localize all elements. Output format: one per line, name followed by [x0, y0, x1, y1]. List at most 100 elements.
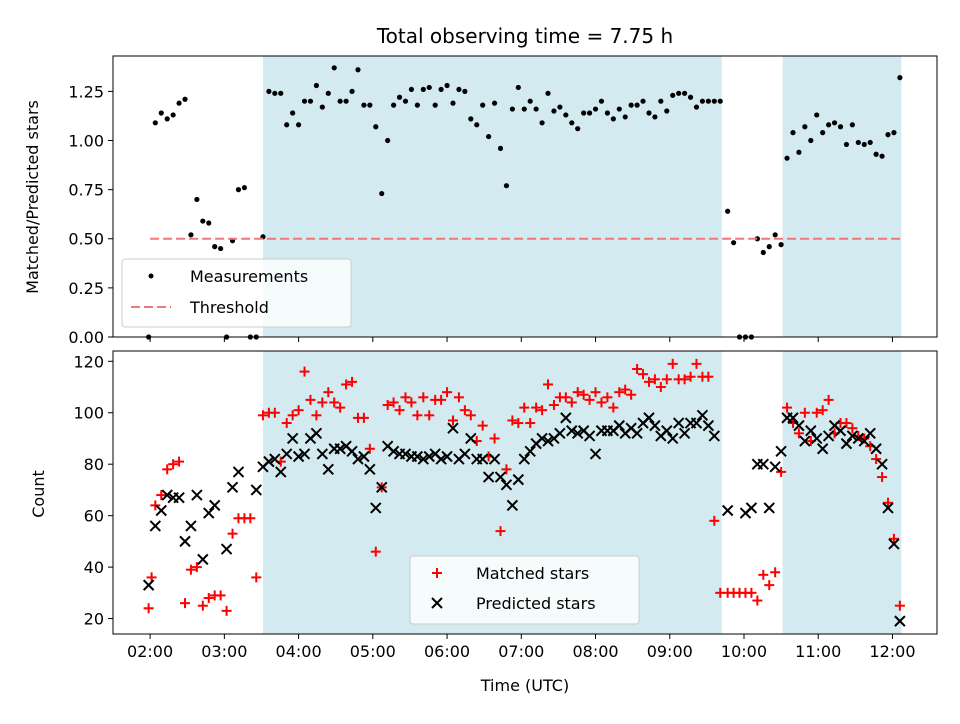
measurement-point	[355, 67, 361, 73]
predicted-star-point	[631, 427, 643, 440]
measurement-point	[754, 236, 760, 242]
predicted-star-point	[667, 432, 679, 445]
predicted-star-point	[441, 450, 453, 463]
matched-star-point	[329, 397, 340, 408]
predicted-star-point	[524, 445, 536, 458]
matched-star-point	[400, 392, 411, 403]
bot-x-tick-label: 04:00	[276, 642, 322, 661]
measurement-point	[658, 98, 664, 104]
bottom-legend: Matched stars Predicted stars	[409, 555, 640, 625]
matched-star-point	[638, 369, 649, 380]
matched-star-point	[489, 433, 500, 444]
matched-star-point	[847, 423, 858, 434]
predicted-star-point	[364, 463, 376, 476]
predicted-star-point	[613, 419, 625, 432]
matched-star-point	[685, 371, 696, 382]
measurement-point	[444, 82, 450, 89]
matched-star-point	[758, 569, 769, 580]
bot-y-tick-label: 40	[84, 558, 104, 577]
measurement-point	[176, 100, 182, 106]
matched-star-point	[643, 376, 654, 387]
predicted-star-point	[494, 471, 507, 483]
predicted-star-point	[702, 419, 715, 432]
matched-star-point	[156, 490, 167, 501]
matched-star-point	[323, 387, 334, 398]
bottom-axes-frame	[112, 350, 938, 635]
predicted-star-point	[459, 448, 471, 460]
measurement-point	[164, 116, 170, 122]
measurement-point	[295, 122, 302, 128]
predicted-star-point	[399, 448, 412, 460]
measurement-point	[634, 102, 640, 108]
measurement-point	[343, 98, 349, 104]
measurement-point	[497, 145, 504, 151]
predicted-star-point	[179, 535, 191, 548]
measurement-point	[640, 98, 646, 104]
measurement-point	[313, 82, 320, 89]
predicted-star-point	[846, 430, 859, 442]
predicted-star-point	[571, 427, 584, 440]
matched-star-point	[245, 513, 256, 524]
measurement-point	[766, 244, 772, 250]
matched-star-point	[817, 405, 828, 416]
matched-star-point	[537, 405, 548, 416]
measurement-point	[158, 110, 164, 116]
matched-star-point	[227, 528, 238, 539]
bot-x-tick-label: 06:00	[424, 642, 470, 661]
matched-star-point	[584, 394, 595, 405]
matched-star-point	[146, 572, 157, 583]
measurement-point	[307, 98, 314, 104]
predicted-star-point	[482, 471, 495, 483]
legend-measurements-label: Measurements	[190, 267, 308, 286]
predicted-star-point	[387, 445, 400, 458]
measurement-point	[391, 102, 397, 108]
legend-predicted-marker	[431, 597, 443, 609]
predicted-star-point	[506, 499, 519, 512]
measurement-point	[200, 218, 206, 224]
matched-star-point	[608, 402, 619, 413]
predicted-star-point	[876, 458, 888, 470]
measurement-point	[725, 208, 731, 214]
predicted-star-point	[310, 427, 323, 440]
measurement-point	[194, 196, 200, 203]
top-y-tick-label: 1.25	[68, 82, 104, 101]
predicted-star-point	[583, 430, 596, 442]
predicted-star-point	[512, 473, 525, 486]
matched-star-point	[305, 394, 316, 405]
top-y-tick-label: 0.00	[68, 328, 104, 347]
matched-star-point	[453, 392, 464, 403]
measurement-point	[598, 98, 605, 104]
measurement-point	[826, 122, 832, 128]
matched-star-point	[667, 358, 678, 369]
measurement-point	[420, 86, 426, 93]
top-legend: Measurements Threshold	[121, 258, 352, 328]
measurement-point	[402, 98, 409, 104]
measurement-point	[879, 153, 885, 159]
top-y-tick-label: 1.00	[68, 131, 104, 150]
matched-star-point	[519, 402, 530, 413]
measurement-point	[557, 104, 563, 110]
measurement-point	[693, 104, 700, 110]
matched-star-point	[632, 364, 643, 375]
top-shaded-spans	[262, 56, 902, 337]
bot-x-tick-label: 10:00	[721, 642, 767, 661]
predicted-star-point	[447, 422, 459, 434]
predicted-star-point	[142, 579, 155, 591]
matched-star-point	[746, 587, 757, 598]
predicted-star-point	[661, 425, 673, 437]
matched-star-point	[572, 387, 583, 398]
predicted-star-point	[423, 450, 435, 463]
measurement-point	[551, 108, 557, 114]
matched-star-point	[649, 374, 660, 385]
measurement-point	[796, 149, 802, 155]
matched-star-point	[418, 392, 429, 403]
top-axes-frame	[112, 55, 938, 338]
top-shaded-span-1	[782, 56, 902, 337]
matched-star-point	[162, 464, 173, 475]
matched-star-point	[883, 497, 894, 508]
matched-star-point	[442, 387, 453, 398]
matched-star-point	[655, 382, 666, 393]
bottom-series-layer	[142, 358, 906, 627]
predicted-star-point	[358, 450, 370, 463]
